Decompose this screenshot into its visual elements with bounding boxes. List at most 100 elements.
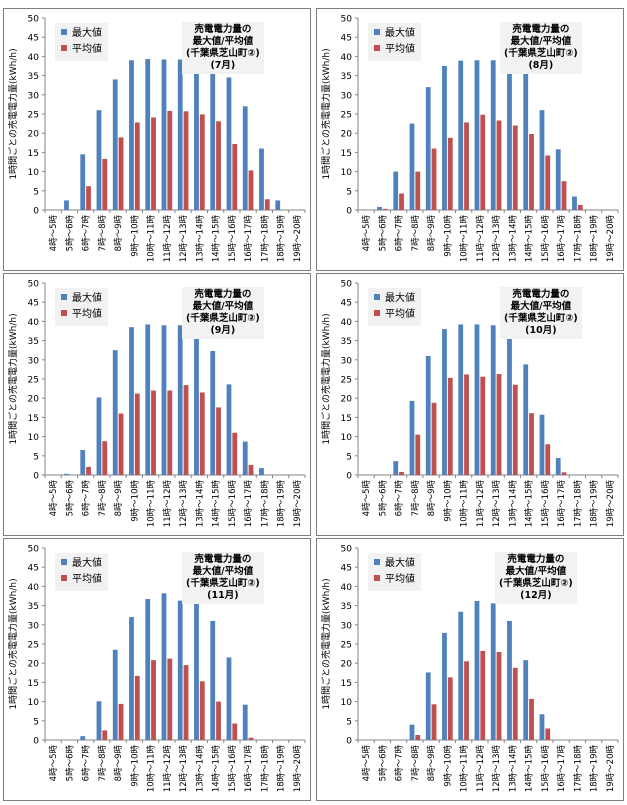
x-tick-label: 14時～15時: [525, 745, 535, 793]
bar-avg: [199, 114, 205, 210]
x-tick-label: 4時～5時: [362, 480, 372, 517]
bar-max: [523, 660, 529, 740]
x-tick-label: 8時～9時: [114, 215, 124, 252]
x-tick-label: 6時～7時: [82, 745, 92, 782]
legend-label: 平均値: [72, 44, 102, 55]
x-tick-label: 11時～12時: [163, 745, 173, 793]
legend-swatch: [374, 575, 380, 581]
bar-max: [474, 60, 480, 210]
x-tick-label: 17時～18時: [573, 215, 583, 263]
bar-max: [458, 324, 464, 475]
legend-swatch: [374, 29, 380, 35]
y-tick-label: 30: [28, 91, 40, 101]
x-tick-label: 15時～16時: [228, 480, 238, 528]
chart-title-line: 売電電力量の: [512, 24, 570, 35]
y-tick-label: 50: [28, 15, 40, 25]
x-tick-label: 6時～7時: [395, 480, 405, 517]
y-tick-label: 40: [341, 583, 353, 593]
y-tick-label: 5: [33, 187, 39, 197]
x-tick-label: 6時～7時: [82, 480, 92, 517]
bar-avg: [134, 122, 140, 210]
bar-max: [275, 200, 281, 210]
x-tick-label: 18時～19時: [277, 745, 287, 793]
x-tick-label: 13時～14時: [195, 215, 205, 263]
y-tick-label: 15: [28, 414, 39, 424]
chart-title-line: (10月): [525, 325, 557, 336]
bar-max: [177, 59, 183, 210]
x-tick-label: 9時～10時: [130, 480, 140, 522]
bar-avg: [134, 393, 140, 475]
bar-max: [458, 611, 464, 740]
chart-border: [3, 538, 311, 801]
bar-max: [523, 73, 529, 211]
chart-title-line: (千葉県芝山町②): [186, 578, 260, 589]
bar-avg: [118, 703, 124, 740]
chart-svg: 0 5 10 15 20 25 30 35 40 45 50 1時間ごとの売電電力量(kWh/h) 4時…: [316, 538, 624, 801]
y-tick-label: 25: [341, 111, 352, 121]
bar-max: [194, 327, 199, 475]
chart-title-line: (千葉県芝山町②): [499, 578, 573, 589]
bar-max: [145, 59, 151, 211]
chart-title-line: 売電電力量の: [507, 554, 565, 565]
y-tick-label: 25: [341, 376, 352, 386]
bar-avg: [512, 125, 518, 210]
y-tick-label: 10: [28, 698, 40, 708]
bar-max: [572, 196, 577, 210]
bar-max: [507, 620, 512, 740]
y-tick-label: 25: [28, 111, 39, 121]
y-tick-label: 50: [28, 545, 40, 555]
bar-max: [129, 617, 134, 740]
x-tick-label: 5時～6時: [378, 215, 388, 252]
bar-max: [226, 384, 232, 475]
y-tick-label: 5: [33, 717, 39, 727]
y-tick-label: 20: [341, 130, 353, 140]
bar-avg: [577, 205, 583, 210]
bar-max: [226, 657, 232, 740]
legend-swatch: [374, 310, 380, 316]
bar-max: [112, 350, 118, 475]
x-tick-label: 18時～19時: [277, 215, 287, 263]
y-axis-title: 1時間ごとの売電電力量(kWh/h): [320, 578, 332, 709]
legend-label: 平均値: [72, 574, 102, 585]
x-tick-label: 17時～18時: [260, 480, 270, 528]
bar-avg: [232, 432, 238, 475]
y-tick-label: 15: [341, 149, 352, 159]
x-tick-label: 13時～14時: [195, 480, 205, 528]
x-tick-label: 10時～11時: [147, 745, 157, 793]
chart-title: 売電電力量の 最大値/平均値 (千葉県芝山町②) (8月): [500, 22, 582, 74]
chart-title-line: 最大値/平均値: [192, 36, 254, 47]
x-tick-label: 10時～11時: [460, 215, 470, 263]
legend-item-max: 最大値: [61, 556, 102, 572]
x-tick-label: 10時～11時: [147, 215, 157, 263]
bar-avg: [118, 137, 124, 210]
legend-item-max: 最大値: [374, 26, 415, 42]
x-tick-label: 9時～10時: [443, 215, 453, 257]
bar-avg: [102, 441, 108, 475]
bar-max: [145, 324, 151, 475]
chart-svg: 0 5 10 15 20 25 30 35 40 45 50 1時間ごとの売電電力量(kWh/h) 4時…: [3, 273, 311, 536]
y-tick-label: 35: [28, 72, 39, 82]
legend-item-avg: 平均値: [374, 42, 415, 58]
bar-avg: [216, 701, 221, 740]
x-tick-label: 12時～13時: [492, 215, 502, 263]
bar-max: [210, 620, 216, 740]
legend-item-avg: 平均値: [61, 42, 102, 58]
bar-max: [425, 672, 431, 740]
y-tick-label: 25: [28, 641, 39, 651]
chart-legend: 最大値平均値: [55, 553, 108, 591]
chart-title-line: 売電電力量の: [194, 554, 252, 565]
y-tick-label: 45: [28, 564, 39, 574]
bar-max: [474, 600, 480, 740]
y-axis-title: 1時間ごとの売電電力量(kWh/h): [7, 313, 19, 444]
legend-swatch: [374, 45, 380, 51]
x-tick-label: 11時～12時: [163, 480, 173, 528]
y-tick-label: 30: [28, 621, 40, 631]
x-tick-label: 13時～14時: [508, 745, 518, 793]
x-tick-label: 12時～13時: [492, 480, 502, 528]
legend-label: 最大値: [385, 558, 415, 569]
x-tick-label: 14時～15時: [212, 215, 222, 263]
y-tick-label: 0: [33, 207, 39, 217]
x-tick-label: 8時～9時: [114, 745, 124, 782]
bar-max: [442, 66, 447, 210]
x-tick-label: 7時～8時: [98, 480, 108, 517]
